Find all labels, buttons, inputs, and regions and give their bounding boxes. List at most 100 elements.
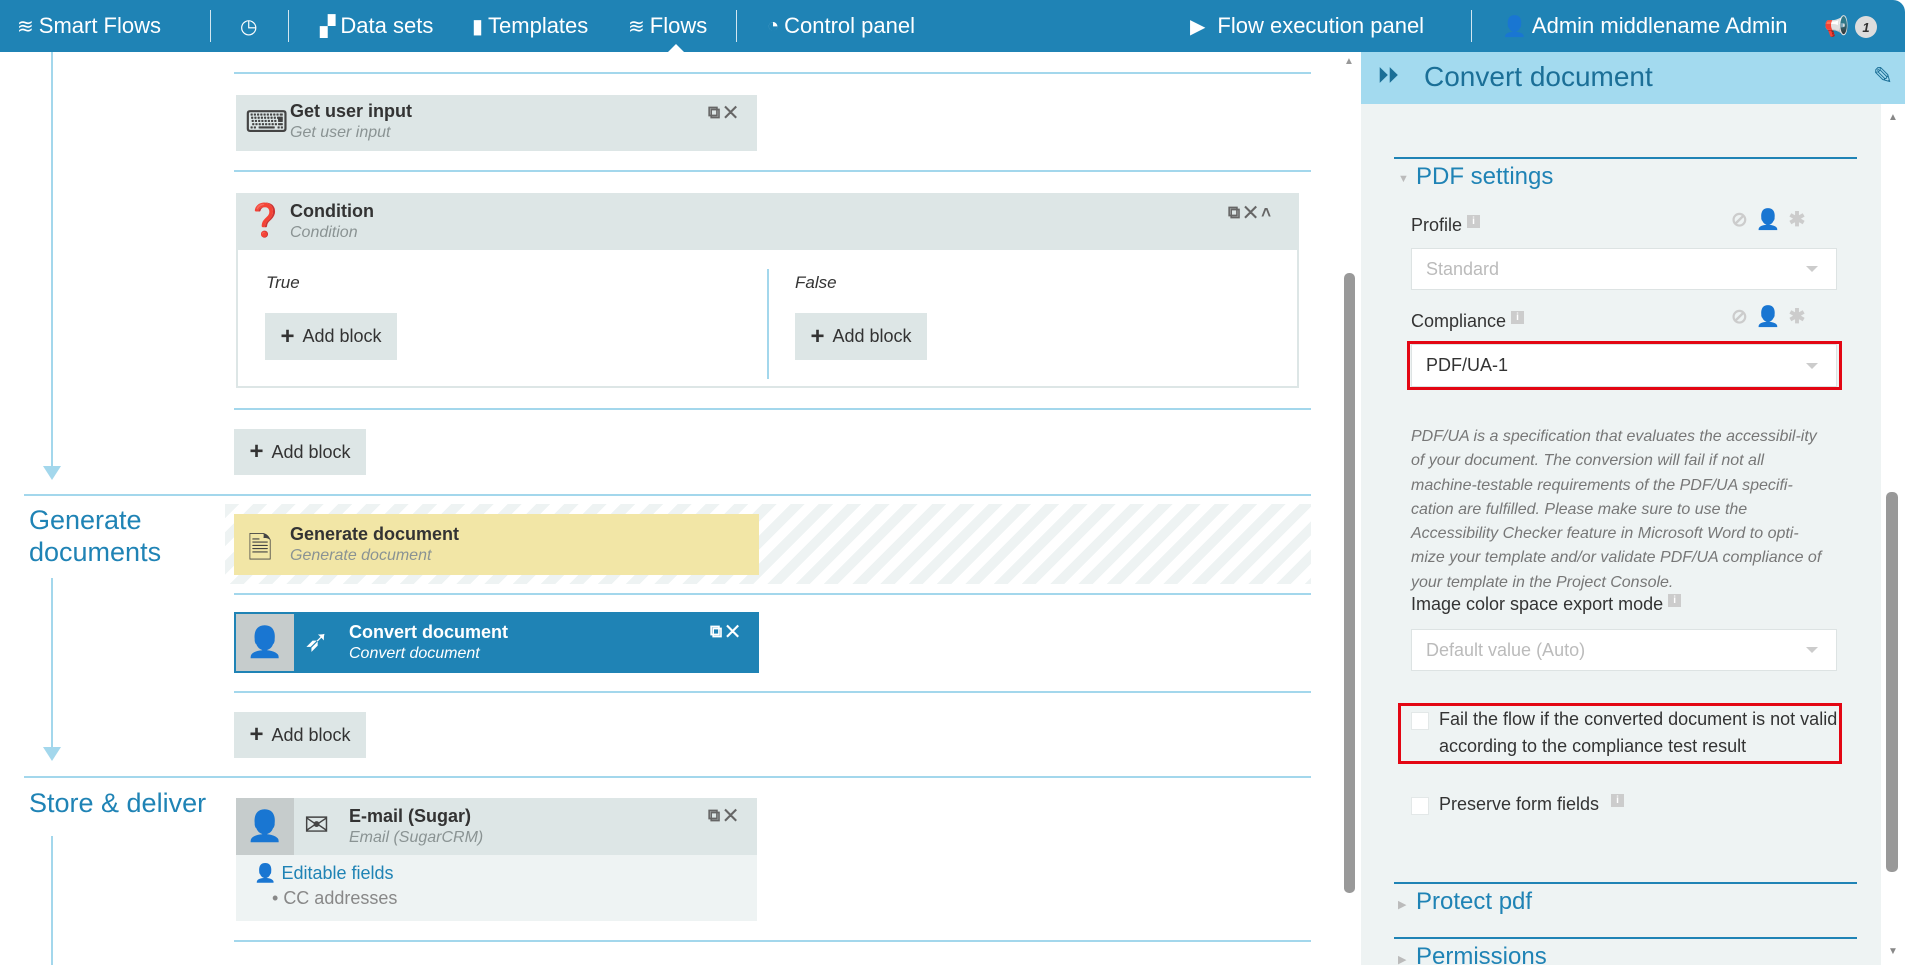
nav-control-panel[interactable]: ◔ Control panel: [767, 0, 915, 52]
nav-flows[interactable]: ≋ Flows: [628, 0, 707, 52]
info-icon[interactable]: i: [1467, 215, 1481, 228]
link-label: Editable fields: [281, 863, 394, 883]
copy-icon[interactable]: ⧉: [708, 103, 725, 122]
image-color-select[interactable]: Default value (Auto): [1411, 629, 1837, 671]
fail-flow-label: Fail the flow if the converted document …: [1439, 709, 1838, 756]
collapse-panel-icon[interactable]: ⏵⏵: [1378, 65, 1398, 87]
drop-line: [234, 691, 1311, 693]
smart-flows-logo-icon: ≋: [17, 15, 34, 38]
user-icon[interactable]: 👤: [1755, 306, 1789, 328]
true-branch-label: True: [266, 273, 300, 292]
link-icon[interactable]: ⊘: [1731, 209, 1756, 231]
panel-title: Convert document: [1424, 61, 1653, 92]
branch-divider: [767, 269, 769, 379]
nav-label: Control panel: [784, 13, 915, 38]
nav-templates[interactable]: ▮ Templates: [472, 0, 588, 52]
chevron-down-icon: [1806, 362, 1818, 369]
link-icon[interactable]: ⊘: [1731, 306, 1756, 328]
notifications-button[interactable]: 📢: [1824, 0, 1854, 52]
brand-link[interactable]: ≋ Smart Flows: [17, 0, 161, 52]
profile-label: Profile i: [1411, 215, 1481, 236]
block-generate-document[interactable]: 🗎 Generate document Generate document: [234, 514, 759, 575]
stage-store-deliver: Store & deliver: [29, 788, 207, 818]
scroll-down-icon[interactable]: ▼: [1888, 946, 1898, 957]
scroll-up-icon[interactable]: ▲: [1888, 112, 1898, 123]
flow-execution-panel-button[interactable]: ▶ Flow execution panel: [1190, 0, 1424, 52]
add-block-true-button[interactable]: + Add block: [265, 313, 397, 360]
profile-select[interactable]: Standard: [1411, 248, 1837, 290]
plus-icon: +: [249, 721, 264, 748]
nav-data-sets[interactable]: ▞ Data sets: [320, 0, 433, 52]
close-icon[interactable]: ✕: [1244, 203, 1262, 222]
asterisk-icon[interactable]: ✱: [1788, 209, 1814, 231]
stage-divider: [24, 494, 1311, 496]
add-block-button[interactable]: + Add block: [234, 429, 366, 475]
divider: [288, 10, 289, 42]
fail-flow-checkbox[interactable]: [1411, 712, 1429, 730]
megaphone-icon: 📢: [1824, 15, 1849, 38]
info-icon[interactable]: i: [1668, 594, 1682, 607]
user-menu[interactable]: 👤 Admin middlename Admin: [1502, 0, 1787, 52]
item-label: CC addresses: [283, 888, 398, 908]
panel-scrollbar[interactable]: ▲ ▼: [1881, 104, 1905, 965]
section-pdf-settings[interactable]: ▼ PDF settings: [1394, 157, 1857, 190]
editable-fields-link[interactable]: 👤 Editable fields: [254, 863, 394, 884]
label-text: Image color space export mode: [1411, 594, 1664, 614]
block-get-user-input[interactable]: ⌨ Get user input Get user input ⧉✕: [236, 95, 757, 151]
field-options: ⊘👤✱: [1731, 207, 1813, 232]
add-block-false-button[interactable]: + Add block: [795, 313, 927, 360]
scrollbar-thumb[interactable]: [1344, 273, 1355, 893]
history-button[interactable]: ◷: [240, 0, 262, 52]
add-block-button[interactable]: + Add block: [234, 712, 366, 758]
button-label: Add block: [271, 441, 351, 462]
top-navbar: ≋ Smart Flows ◷ ▞ Data sets ▮ Templates ≋ Fl…: [0, 0, 1905, 52]
block-title: E-mail (Sugar): [349, 806, 472, 826]
edit-pencil-icon[interactable]: ✎: [1873, 63, 1894, 90]
block-convert-document[interactable]: 👤 ➶ Convert document Convert document ⧉✕: [234, 612, 759, 673]
scrollbar-thumb[interactable]: [1886, 492, 1898, 872]
copy-icon[interactable]: ⧉: [1228, 203, 1245, 222]
canvas-scrollbar[interactable]: ▲: [1343, 52, 1361, 965]
stage-divider: [24, 776, 1311, 778]
email-header[interactable]: 👤 ✉ E-mail (Sugar) Email (SugarCRM) ⧉✕: [236, 798, 757, 855]
compliance-select[interactable]: PDF/UA-1: [1411, 344, 1837, 387]
convert-arrow-icon: ➶: [304, 625, 330, 658]
scroll-up-icon[interactable]: ▲: [1344, 56, 1354, 67]
close-icon[interactable]: ✕: [724, 103, 742, 122]
block-title: Condition: [290, 201, 374, 221]
user-icon[interactable]: 👤: [1755, 209, 1789, 231]
drop-line: [234, 940, 1311, 942]
user-name: Admin middlename Admin: [1531, 13, 1788, 38]
false-branch-label: False: [795, 273, 837, 292]
plus-icon: +: [810, 322, 825, 350]
preserve-form-fields-checkbox[interactable]: [1411, 797, 1429, 815]
button-label: Add block: [271, 724, 351, 745]
button-label: Add block: [832, 326, 912, 346]
copy-icon[interactable]: ⧉: [708, 806, 725, 825]
section-title: PDF settings: [1416, 163, 1554, 190]
condition-header[interactable]: ❓ Condition Condition ⧉✕˄: [238, 195, 1297, 250]
section-protect-pdf[interactable]: ▶ Protect pdf: [1394, 882, 1857, 915]
nav-label: Data sets: [340, 13, 434, 38]
block-title: Get user input: [290, 101, 413, 121]
copy-icon[interactable]: ⧉: [710, 622, 727, 641]
divider: [210, 10, 211, 42]
section-permissions[interactable]: ▶ Permissions: [1394, 937, 1857, 965]
highlight-box: [1407, 341, 1842, 390]
info-icon[interactable]: i: [1611, 794, 1625, 807]
close-icon[interactable]: ✕: [724, 806, 742, 825]
section-title: Permissions: [1416, 943, 1547, 965]
label-text: Compliance: [1411, 311, 1507, 331]
timeline-arrow: [43, 466, 61, 480]
close-icon[interactable]: ✕: [726, 622, 744, 641]
play-icon: ▶: [1190, 15, 1206, 38]
keyboard-icon: ⌨: [245, 106, 289, 139]
dataset-icon: ▞: [320, 15, 336, 38]
block-title: Generate document: [290, 524, 460, 544]
compliance-label: Compliance i: [1411, 311, 1525, 332]
drop-line: [234, 170, 1311, 172]
chevron-up-icon[interactable]: ˄: [1261, 203, 1276, 222]
asterisk-icon[interactable]: ✱: [1788, 306, 1814, 328]
info-icon[interactable]: i: [1511, 311, 1525, 324]
document-icon: 🗎: [248, 532, 273, 565]
